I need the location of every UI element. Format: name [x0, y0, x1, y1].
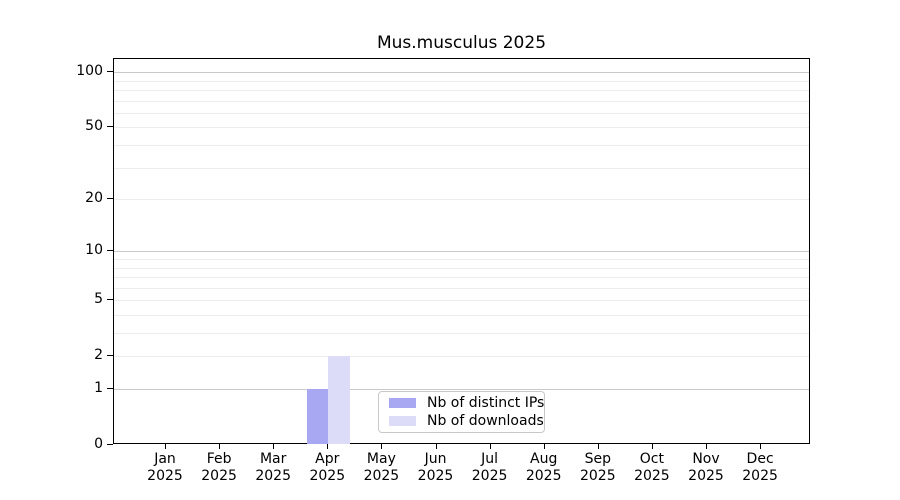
x-tick-label: Apr 2025 [297, 451, 357, 485]
y-tick-label: 20 [85, 190, 103, 206]
x-tick-label: Feb 2025 [189, 451, 249, 485]
x-tick-year: 2025 [255, 468, 291, 484]
minor-gridline [114, 267, 809, 269]
legend-label-distinct-ips: Nb of distinct IPs [427, 395, 545, 412]
x-tick-year: 2025 [363, 468, 400, 484]
x-tick-mark [489, 444, 491, 449]
x-tick-mark [327, 444, 329, 449]
minor-gridline [114, 277, 809, 278]
x-tick-mark [760, 444, 762, 449]
legend: Nb of distinct IPs Nb of downloads [378, 391, 545, 433]
minor-gridline [114, 80, 809, 82]
y-tick-label: 5 [94, 291, 103, 308]
legend-item-distinct-ips: Nb of distinct IPs [387, 395, 544, 411]
minor-gridline [114, 356, 809, 358]
x-tick-mark [219, 444, 221, 449]
x-tick-year: 2025 [579, 468, 616, 484]
x-tick-month: Sep [584, 451, 611, 467]
y-tick-label: 1 [94, 380, 103, 396]
y-tick-mark [107, 198, 113, 199]
minor-gridline [114, 144, 809, 146]
y-tick-mark [107, 250, 113, 252]
y-tick-label: 0 [94, 436, 103, 452]
x-tick-label: Jul 2025 [460, 451, 520, 485]
x-tick-year: 2025 [525, 468, 562, 484]
x-tick-mark [706, 444, 707, 449]
y-tick-label: 2 [94, 347, 103, 364]
x-tick-label: Jan 2025 [135, 451, 195, 485]
x-tick-label: Nov 2025 [676, 451, 736, 485]
x-tick-label: Aug 2025 [514, 451, 574, 485]
x-tick-month: Oct [639, 451, 664, 467]
x-tick-mark [597, 444, 599, 449]
legend-swatch-downloads [389, 415, 416, 426]
x-tick-mark [165, 444, 166, 449]
bar-apr-downloads [328, 356, 350, 444]
x-tick-year: 2025 [201, 468, 237, 484]
minor-gridline [114, 259, 809, 260]
y-tick-label: 10 [85, 242, 103, 259]
x-tick-year: 2025 [147, 468, 183, 484]
y-tick-mark [107, 126, 113, 128]
minor-gridline [114, 199, 809, 200]
x-tick-label: Dec 2025 [730, 451, 790, 485]
x-tick-month: Aug [530, 451, 558, 467]
x-tick-year: 2025 [688, 468, 724, 484]
x-tick-month: May [366, 451, 396, 467]
plot-area: Nb of distinct IPs Nb of downloads [113, 58, 810, 444]
x-tick-month: Dec [746, 451, 774, 467]
x-tick-mark [435, 444, 437, 449]
x-tick-label: Oct 2025 [622, 451, 682, 485]
minor-gridline [114, 300, 809, 302]
x-tick-mark [273, 444, 275, 449]
x-tick-mark [651, 444, 653, 449]
legend-label-downloads: Nb of downloads [427, 412, 544, 429]
y-tick-mark [107, 355, 113, 357]
x-tick-mark [543, 444, 545, 449]
chart-title: Mus.musculus 2025 [376, 33, 547, 53]
y-tick-mark [107, 388, 113, 389]
x-tick-year: 2025 [742, 468, 778, 484]
x-tick-month: Mar [259, 451, 287, 467]
x-tick-year: 2025 [309, 468, 346, 484]
x-tick-year: 2025 [634, 468, 670, 484]
legend-swatch-distinct-ips [389, 398, 416, 409]
legend-item-downloads: Nb of downloads [387, 413, 544, 429]
x-tick-month: Jan [154, 451, 176, 467]
minor-gridline [114, 127, 809, 129]
x-tick-month: Jun [424, 451, 447, 467]
major-gridline [114, 251, 809, 253]
x-tick-month: Nov [692, 451, 720, 467]
y-tick-label: 100 [76, 63, 103, 80]
x-tick-year: 2025 [417, 468, 454, 484]
y-tick-mark [107, 299, 113, 301]
minor-gridline [114, 167, 809, 169]
minor-gridline [114, 100, 809, 102]
x-tick-mark [381, 444, 383, 449]
x-tick-year: 2025 [471, 468, 508, 484]
minor-gridline [114, 315, 809, 316]
x-tick-label: May 2025 [351, 451, 411, 485]
minor-gridline [114, 287, 809, 289]
x-tick-label: Jun 2025 [406, 451, 466, 485]
major-gridline [114, 389, 809, 390]
major-gridline [114, 72, 809, 74]
y-tick-mark [107, 444, 113, 445]
y-tick-mark [107, 71, 113, 73]
minor-gridline [114, 89, 809, 91]
x-tick-month: Jul [481, 451, 499, 467]
minor-gridline [114, 333, 809, 334]
minor-gridline [114, 112, 809, 114]
x-tick-month: Apr [315, 451, 340, 467]
x-tick-label: Sep 2025 [568, 451, 628, 485]
bar-apr-distinct-ips [306, 389, 329, 444]
x-tick-label: Mar 2025 [243, 451, 303, 485]
x-tick-month: Feb [206, 451, 232, 467]
y-tick-label: 50 [85, 118, 103, 135]
